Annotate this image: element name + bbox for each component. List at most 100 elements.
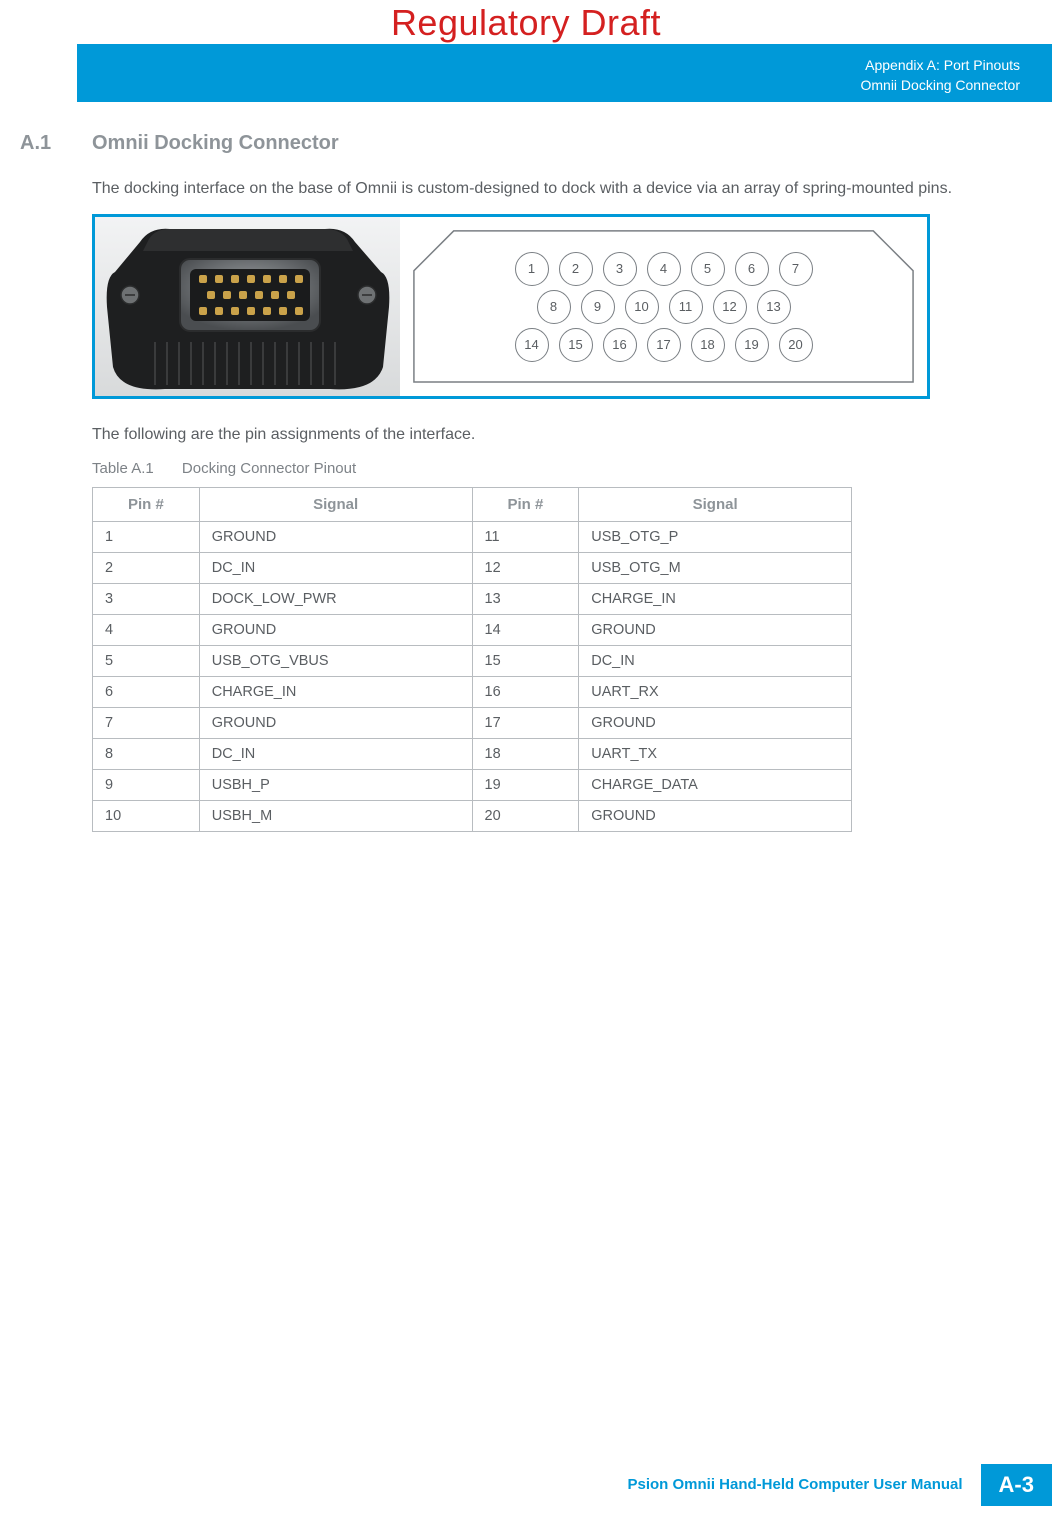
table-cell: DC_IN: [579, 646, 852, 677]
section-intro-text: The docking interface on the base of Omn…: [92, 177, 977, 200]
section-title: Omnii Docking Connector: [92, 132, 339, 155]
pin-circle: 5: [691, 252, 725, 286]
table-cell: 4: [93, 615, 200, 646]
table-row: 5USB_OTG_VBUS15DC_IN: [93, 646, 852, 677]
table-cell: 3: [93, 584, 200, 615]
table-cell: USBH_P: [199, 770, 472, 801]
pin-circle: 6: [735, 252, 769, 286]
table-cell: 5: [93, 646, 200, 677]
table-cell: 6: [93, 677, 200, 708]
pin-circle: 11: [669, 290, 703, 324]
table-cell: GROUND: [579, 801, 852, 832]
device-photo-illustration: [95, 217, 400, 396]
table-cell: 2: [93, 553, 200, 584]
section-heading-row: A.1 Omnii Docking Connector: [20, 132, 977, 155]
table-cell: DOCK_LOW_PWR: [199, 584, 472, 615]
table-row: 9USBH_P19CHARGE_DATA: [93, 770, 852, 801]
table-cell: 14: [472, 615, 579, 646]
table-cell: 13: [472, 584, 579, 615]
pin-circle: 10: [625, 290, 659, 324]
table-header-row: Pin # Signal Pin # Signal: [93, 488, 852, 522]
pinout-table: Pin # Signal Pin # Signal 1GROUND11USB_O…: [92, 487, 852, 832]
table-cell: 10: [93, 801, 200, 832]
table-cell: GROUND: [199, 708, 472, 739]
table-col-header: Signal: [579, 488, 852, 522]
pin-circle: 18: [691, 328, 725, 362]
pinout-schematic: 1 2 3 4 5 6 7 8 9 10 11 12 13 14: [400, 217, 927, 396]
table-row: 3DOCK_LOW_PWR13CHARGE_IN: [93, 584, 852, 615]
table-caption-label: Table A.1: [92, 460, 154, 477]
table-cell: 12: [472, 553, 579, 584]
pin-circle: 4: [647, 252, 681, 286]
table-cell: USB_OTG_M: [579, 553, 852, 584]
table-col-header: Signal: [199, 488, 472, 522]
table-cell: 9: [93, 770, 200, 801]
table-cell: CHARGE_IN: [579, 584, 852, 615]
pin-row-3: 14 15 16 17 18 19 20: [510, 328, 818, 362]
table-cell: 20: [472, 801, 579, 832]
pin-circle: 1: [515, 252, 549, 286]
pin-circle: 19: [735, 328, 769, 362]
table-cell: 15: [472, 646, 579, 677]
table-col-header: Pin #: [472, 488, 579, 522]
pin-circle: 16: [603, 328, 637, 362]
after-figure-text: The following are the pin assignments of…: [92, 423, 977, 446]
footer-manual-title: Psion Omnii Hand-Held Computer User Manu…: [628, 1464, 981, 1506]
table-cell: USBH_M: [199, 801, 472, 832]
pin-circle: 7: [779, 252, 813, 286]
connector-figure: 1 2 3 4 5 6 7 8 9 10 11 12 13 14: [92, 214, 930, 399]
pin-circle: 17: [647, 328, 681, 362]
pin-circle: 9: [581, 290, 615, 324]
table-row: 7GROUND17GROUND: [93, 708, 852, 739]
table-cell: UART_TX: [579, 739, 852, 770]
footer-page-badge: A-3: [981, 1464, 1052, 1506]
table-row: 4GROUND14GROUND: [93, 615, 852, 646]
table-cell: 7: [93, 708, 200, 739]
table-col-header: Pin #: [93, 488, 200, 522]
pin-circle: 14: [515, 328, 549, 362]
table-row: 2DC_IN12USB_OTG_M: [93, 553, 852, 584]
table-row: 6CHARGE_IN16UART_RX: [93, 677, 852, 708]
pin-circle: 3: [603, 252, 637, 286]
table-cell: USB_OTG_P: [579, 522, 852, 553]
pin-row-1: 1 2 3 4 5 6 7: [510, 252, 818, 286]
table-row: 10USBH_M20GROUND: [93, 801, 852, 832]
table-cell: 19: [472, 770, 579, 801]
page-header-bar: Appendix A: Port Pinouts Omnii Docking C…: [77, 44, 1052, 102]
table-cell: 1: [93, 522, 200, 553]
table-caption-title: Docking Connector Pinout: [182, 460, 356, 477]
pin-circle: 8: [537, 290, 571, 324]
pin-circle: 12: [713, 290, 747, 324]
table-cell: 11: [472, 522, 579, 553]
table-cell: 8: [93, 739, 200, 770]
table-cell: 18: [472, 739, 579, 770]
pin-row-2: 8 9 10 11 12 13: [510, 290, 818, 324]
table-cell: GROUND: [199, 522, 472, 553]
pin-circle: 15: [559, 328, 593, 362]
table-cell: 16: [472, 677, 579, 708]
pin-circle: 2: [559, 252, 593, 286]
table-cell: DC_IN: [199, 739, 472, 770]
table-cell: CHARGE_DATA: [579, 770, 852, 801]
page-footer: Psion Omnii Hand-Held Computer User Manu…: [628, 1464, 1052, 1506]
table-cell: GROUND: [199, 615, 472, 646]
page-content: A.1 Omnii Docking Connector The docking …: [0, 102, 1052, 832]
table-cell: GROUND: [579, 708, 852, 739]
pin-circle-grid: 1 2 3 4 5 6 7 8 9 10 11 12 13 14: [510, 248, 818, 366]
table-cell: CHARGE_IN: [199, 677, 472, 708]
regulatory-draft-banner: Regulatory Draft: [0, 0, 1052, 44]
table-cell: GROUND: [579, 615, 852, 646]
table-cell: 17: [472, 708, 579, 739]
table-cell: UART_RX: [579, 677, 852, 708]
pin-circle: 13: [757, 290, 791, 324]
table-row: 8DC_IN18UART_TX: [93, 739, 852, 770]
table-cell: DC_IN: [199, 553, 472, 584]
table-cell: USB_OTG_VBUS: [199, 646, 472, 677]
header-line-1: Appendix A: Port Pinouts: [77, 56, 1020, 76]
table-caption: Table A.1 Docking Connector Pinout: [92, 460, 977, 477]
pin-circle: 20: [779, 328, 813, 362]
table-body: 1GROUND11USB_OTG_P2DC_IN12USB_OTG_M3DOCK…: [93, 522, 852, 832]
section-number: A.1: [20, 132, 92, 155]
header-line-2: Omnii Docking Connector: [77, 76, 1020, 96]
table-row: 1GROUND11USB_OTG_P: [93, 522, 852, 553]
